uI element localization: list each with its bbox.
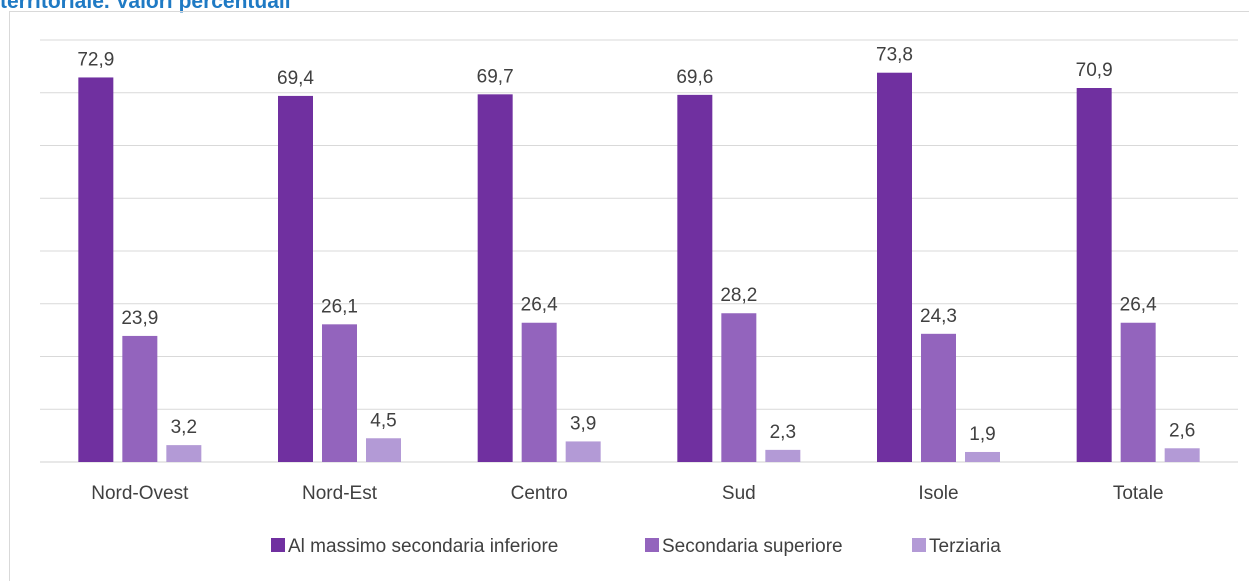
gridlines bbox=[40, 39, 1238, 463]
bar-isole-series-1 bbox=[877, 72, 912, 462]
category-tick-label: Totale bbox=[1113, 483, 1164, 504]
bar-centro-series-3 bbox=[565, 441, 601, 462]
bar-isole-series-3 bbox=[965, 451, 1000, 462]
bars bbox=[78, 72, 1200, 463]
legend-label: Terziaria bbox=[929, 536, 1001, 557]
data-label: 26,4 bbox=[521, 295, 558, 316]
bar-centro-series-2 bbox=[521, 322, 557, 462]
data-label: 70,9 bbox=[1076, 60, 1113, 81]
bar-sud-series-2 bbox=[721, 313, 757, 462]
data-label: 69,7 bbox=[477, 66, 514, 87]
data-label: 28,2 bbox=[720, 285, 757, 306]
bar-totale-series-2 bbox=[1120, 322, 1156, 462]
category-tick-label: Nord-Ovest bbox=[91, 483, 189, 504]
data-label: 2,3 bbox=[770, 422, 796, 443]
legend-label: Al massimo secondaria inferiore bbox=[288, 536, 558, 557]
bar-nord-est-series-2 bbox=[322, 324, 357, 462]
data-label: 23,9 bbox=[121, 308, 158, 329]
data-label: 73,8 bbox=[876, 45, 913, 66]
data-labels: 72,9 23,9 3,2 69,4 26,1 4,5 69,7 26,4 3,9 69,6 28,… bbox=[77, 45, 1195, 445]
data-label: 3,9 bbox=[570, 413, 596, 434]
bar-nord-est-series-1 bbox=[278, 95, 313, 462]
bar-nord-est-series-3 bbox=[366, 438, 401, 462]
data-label: 69,4 bbox=[277, 68, 314, 89]
category-tick-labels: Nord-Ovest Nord-Est Centro Sud Isole Totale bbox=[91, 483, 1163, 504]
category-tick-label: Nord-Est bbox=[302, 483, 378, 504]
data-label: 69,6 bbox=[676, 67, 713, 88]
data-label: 4,5 bbox=[370, 410, 396, 431]
data-label: 3,2 bbox=[171, 417, 197, 438]
data-label: 72,9 bbox=[77, 49, 114, 70]
bar-totale-series-3 bbox=[1164, 448, 1200, 462]
category-tick-label: Sud bbox=[722, 483, 756, 504]
bar-nord-ovest-series-1 bbox=[78, 77, 114, 462]
chart-frame bbox=[9, 11, 1249, 581]
bar-nord-ovest-series-2 bbox=[122, 335, 158, 462]
legend-swatch bbox=[645, 538, 659, 552]
category-tick-label: Isole bbox=[918, 483, 958, 504]
data-label: 1,9 bbox=[969, 424, 995, 445]
legend-swatch bbox=[271, 538, 285, 552]
category-tick-label: Centro bbox=[511, 483, 568, 504]
chart-title: territoriale. Valori percentuali bbox=[0, 0, 291, 13]
bar-sud-series-1 bbox=[677, 94, 713, 463]
bar-centro-series-1 bbox=[477, 94, 513, 463]
data-label: 24,3 bbox=[920, 306, 957, 327]
data-label: 26,4 bbox=[1120, 295, 1157, 316]
legend-label: Secondaria superiore bbox=[662, 536, 843, 557]
bar-totale-series-1 bbox=[1076, 88, 1112, 462]
legend: Al massimo secondaria inferiore Secondari… bbox=[271, 536, 1001, 557]
bar-isole-series-2 bbox=[921, 333, 956, 462]
data-label: 26,1 bbox=[321, 296, 358, 317]
legend-swatch bbox=[912, 538, 926, 552]
data-label: 2,6 bbox=[1169, 420, 1195, 441]
bar-sud-series-3 bbox=[765, 449, 801, 462]
bar-nord-ovest-series-3 bbox=[166, 445, 202, 462]
